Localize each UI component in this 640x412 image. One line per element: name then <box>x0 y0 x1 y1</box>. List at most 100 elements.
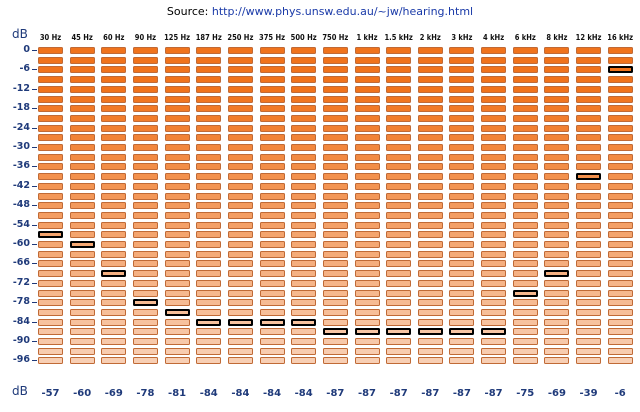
level-cell[interactable] <box>164 270 190 278</box>
level-cell[interactable] <box>607 250 633 258</box>
level-cell[interactable] <box>291 202 317 210</box>
level-cell[interactable] <box>576 182 602 190</box>
level-cell[interactable] <box>132 182 158 190</box>
level-cell[interactable] <box>291 192 317 200</box>
level-cell[interactable] <box>417 163 443 171</box>
level-cell[interactable] <box>132 144 158 151</box>
level-cell[interactable] <box>386 47 412 54</box>
level-cell[interactable] <box>101 221 127 229</box>
level-cell[interactable] <box>259 173 285 181</box>
level-cell[interactable] <box>38 85 63 93</box>
level-cell[interactable] <box>354 144 380 151</box>
level-cell[interactable] <box>512 338 538 345</box>
level-cell[interactable] <box>227 105 253 113</box>
level-cell[interactable] <box>576 299 602 307</box>
level-cell[interactable] <box>417 231 443 239</box>
level-cell[interactable] <box>322 173 348 181</box>
level-cell[interactable] <box>101 289 127 297</box>
level-cell[interactable] <box>417 76 443 84</box>
level-cell[interactable] <box>449 357 475 365</box>
level-cell[interactable] <box>322 192 348 200</box>
level-cell[interactable] <box>512 357 538 365</box>
level-cell[interactable] <box>354 202 380 210</box>
level-cell[interactable] <box>417 279 443 287</box>
level-cell[interactable] <box>322 182 348 190</box>
level-cell[interactable] <box>227 66 253 74</box>
level-cell[interactable] <box>259 270 285 278</box>
level-cell[interactable] <box>354 163 380 171</box>
level-cell[interactable] <box>386 211 412 219</box>
level-cell[interactable] <box>227 85 253 93</box>
level-cell[interactable] <box>38 289 63 297</box>
level-cell[interactable] <box>417 124 443 132</box>
level-cell[interactable] <box>291 105 317 113</box>
level-cell[interactable] <box>512 134 538 142</box>
level-cell[interactable] <box>544 153 570 161</box>
level-cell[interactable] <box>291 173 317 181</box>
level-cell[interactable] <box>354 153 380 161</box>
level-cell[interactable] <box>164 76 190 84</box>
level-cell[interactable] <box>101 250 127 258</box>
level-cell[interactable] <box>196 289 222 297</box>
level-cell[interactable] <box>69 270 95 278</box>
level-cell[interactable] <box>164 85 190 93</box>
level-cell[interactable] <box>69 250 95 258</box>
threshold-cell-selected[interactable] <box>544 270 570 278</box>
level-cell[interactable] <box>386 357 412 365</box>
level-cell[interactable] <box>38 153 63 161</box>
level-cell[interactable] <box>322 114 348 122</box>
level-cell[interactable] <box>544 357 570 365</box>
level-cell[interactable] <box>291 338 317 345</box>
level-cell[interactable] <box>386 144 412 151</box>
level-cell[interactable] <box>291 124 317 132</box>
level-cell[interactable] <box>481 270 507 278</box>
level-cell[interactable] <box>512 173 538 181</box>
level-cell[interactable] <box>101 260 127 268</box>
level-cell[interactable] <box>386 221 412 229</box>
level-cell[interactable] <box>38 202 63 210</box>
level-cell[interactable] <box>259 357 285 365</box>
level-cell[interactable] <box>386 241 412 248</box>
level-cell[interactable] <box>322 124 348 132</box>
level-cell[interactable] <box>69 318 95 326</box>
level-cell[interactable] <box>291 221 317 229</box>
level-cell[interactable] <box>259 347 285 355</box>
level-cell[interactable] <box>386 66 412 74</box>
level-cell[interactable] <box>544 289 570 297</box>
level-cell[interactable] <box>164 260 190 268</box>
level-cell[interactable] <box>38 144 63 151</box>
level-cell[interactable] <box>227 221 253 229</box>
level-cell[interactable] <box>354 347 380 355</box>
level-cell[interactable] <box>38 260 63 268</box>
threshold-cell-selected[interactable] <box>481 328 507 336</box>
level-cell[interactable] <box>291 134 317 142</box>
level-cell[interactable] <box>386 192 412 200</box>
level-cell[interactable] <box>449 347 475 355</box>
level-cell[interactable] <box>101 328 127 336</box>
level-cell[interactable] <box>101 318 127 326</box>
level-cell[interactable] <box>132 173 158 181</box>
level-cell[interactable] <box>38 182 63 190</box>
level-cell[interactable] <box>576 347 602 355</box>
level-cell[interactable] <box>607 338 633 345</box>
level-cell[interactable] <box>386 182 412 190</box>
level-cell[interactable] <box>576 308 602 316</box>
level-cell[interactable] <box>576 47 602 54</box>
level-cell[interactable] <box>132 153 158 161</box>
level-cell[interactable] <box>69 134 95 142</box>
level-cell[interactable] <box>132 105 158 113</box>
level-cell[interactable] <box>417 134 443 142</box>
threshold-cell-selected[interactable] <box>227 318 253 326</box>
level-cell[interactable] <box>132 76 158 84</box>
threshold-cell-selected[interactable] <box>354 328 380 336</box>
level-cell[interactable] <box>196 221 222 229</box>
level-cell[interactable] <box>101 308 127 316</box>
level-cell[interactable] <box>512 250 538 258</box>
level-cell[interactable] <box>291 144 317 151</box>
level-cell[interactable] <box>576 328 602 336</box>
level-cell[interactable] <box>576 163 602 171</box>
level-cell[interactable] <box>227 308 253 316</box>
level-cell[interactable] <box>164 231 190 239</box>
level-cell[interactable] <box>259 47 285 54</box>
level-cell[interactable] <box>544 134 570 142</box>
